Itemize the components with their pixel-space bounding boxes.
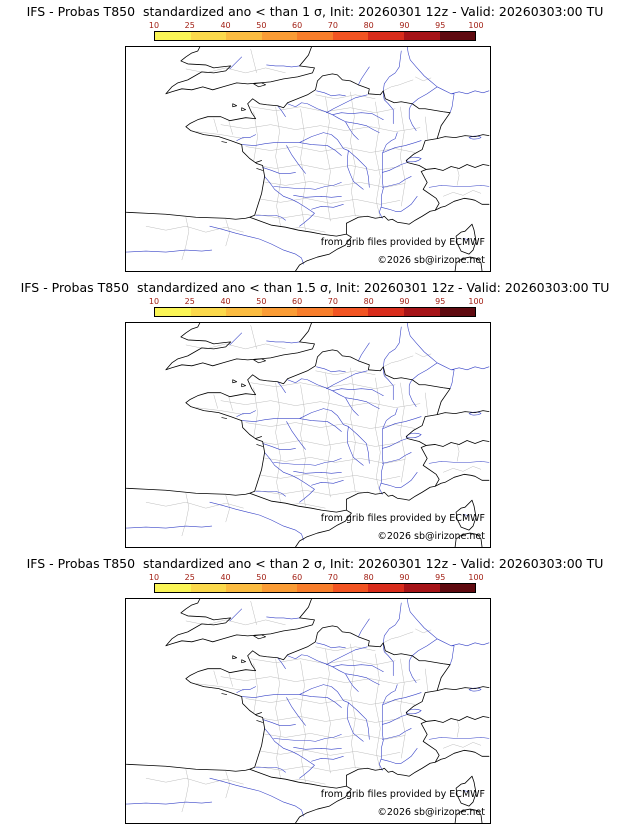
colorbar-tick-labels: 10 25 40 50 60 70 80 90 95 100 bbox=[149, 297, 484, 306]
colorbar-tick-label: 10 bbox=[148, 297, 160, 306]
colorbar-tick-label: 10 bbox=[148, 21, 160, 30]
map-frame: from grib files provided by ECMWF ©2026 … bbox=[125, 46, 491, 272]
colorbar-tick-label: 95 bbox=[435, 21, 446, 30]
colorbar-segment bbox=[403, 584, 440, 592]
colorbar-segment bbox=[261, 584, 298, 592]
colorbar-segment bbox=[439, 308, 476, 316]
colorbar-tick-label: 95 bbox=[435, 573, 446, 582]
colorbar-tick-labels: 10 25 40 50 60 70 80 90 95 100 bbox=[149, 573, 484, 582]
colorbar-segment bbox=[261, 308, 298, 316]
colorbar-segment bbox=[368, 32, 404, 40]
colorbar-tick-label: 60 bbox=[292, 21, 303, 30]
colorbar-segment bbox=[226, 584, 262, 592]
colorbar-segment bbox=[297, 32, 333, 40]
colorbar-segment bbox=[403, 308, 440, 316]
colorbar-tick-label: 80 bbox=[363, 21, 374, 30]
colorbar-segment bbox=[368, 308, 404, 316]
colorbar-segment bbox=[190, 32, 227, 40]
colorbar-segment bbox=[190, 308, 227, 316]
probability-colorbar: 10 25 40 50 60 70 80 90 95 100 bbox=[149, 297, 484, 317]
colorbar-tick-label: 40 bbox=[220, 573, 231, 582]
colorbar-tick-label: 50 bbox=[256, 573, 267, 582]
colorbar-tick-label: 100 bbox=[468, 297, 484, 306]
colorbar-segment bbox=[261, 32, 298, 40]
colorbar-tick-label: 25 bbox=[184, 21, 195, 30]
forecast-panel-2sigma: IFS - Probas T850 standardized ano < tha… bbox=[0, 552, 630, 828]
colorbar-tick-label: 10 bbox=[148, 573, 160, 582]
colorbar-scale bbox=[154, 583, 476, 593]
colorbar-tick-label: 90 bbox=[399, 297, 410, 306]
data-source-credit: from grib files provided by ECMWF bbox=[320, 237, 485, 248]
panel-title: IFS - Probas T850 standardized ano < tha… bbox=[26, 4, 604, 19]
map-frame: from grib files provided by ECMWF ©2026 … bbox=[125, 598, 491, 824]
map-frame: from grib files provided by ECMWF ©2026 … bbox=[125, 322, 491, 548]
colorbar-tick-label: 80 bbox=[363, 573, 374, 582]
colorbar-tick-label: 25 bbox=[184, 573, 195, 582]
colorbar-segment bbox=[155, 308, 191, 316]
colorbar-segment bbox=[332, 308, 369, 316]
copyright-notice: ©2026 sb@irizone.net bbox=[377, 807, 485, 818]
colorbar-tick-label: 80 bbox=[363, 297, 374, 306]
colorbar-segment bbox=[332, 584, 369, 592]
colorbar-tick-label: 50 bbox=[256, 21, 267, 30]
copyright-notice: ©2026 sb@irizone.net bbox=[377, 531, 485, 542]
colorbar-tick-label: 40 bbox=[220, 21, 231, 30]
colorbar-tick-label: 70 bbox=[327, 573, 338, 582]
colorbar-tick-label: 50 bbox=[256, 297, 267, 306]
colorbar-tick-label: 70 bbox=[327, 297, 338, 306]
colorbar-segment bbox=[226, 308, 262, 316]
colorbar-segment bbox=[332, 32, 369, 40]
probability-colorbar: 10 25 40 50 60 70 80 90 95 100 bbox=[149, 21, 484, 41]
colorbar-tick-label: 95 bbox=[435, 297, 446, 306]
colorbar-tick-labels: 10 25 40 50 60 70 80 90 95 100 bbox=[149, 21, 484, 30]
colorbar-scale bbox=[154, 31, 476, 41]
copyright-notice: ©2026 sb@irizone.net bbox=[377, 255, 485, 266]
panel-title: IFS - Probas T850 standardized ano < tha… bbox=[26, 556, 604, 571]
colorbar-segment bbox=[368, 584, 404, 592]
colorbar-segment bbox=[439, 584, 476, 592]
colorbar-segment bbox=[403, 32, 440, 40]
forecast-panel-1point5sigma: IFS - Probas T850 standardized ano < tha… bbox=[0, 276, 630, 552]
colorbar-scale bbox=[154, 307, 476, 317]
colorbar-tick-label: 90 bbox=[399, 21, 410, 30]
colorbar-tick-label: 90 bbox=[399, 573, 410, 582]
colorbar-segment bbox=[155, 584, 191, 592]
probability-colorbar: 10 25 40 50 60 70 80 90 95 100 bbox=[149, 573, 484, 593]
colorbar-segment bbox=[190, 584, 227, 592]
colorbar-tick-label: 40 bbox=[220, 297, 231, 306]
colorbar-tick-label: 100 bbox=[468, 573, 484, 582]
colorbar-segment bbox=[297, 584, 333, 592]
colorbar-tick-label: 100 bbox=[468, 21, 484, 30]
colorbar-tick-label: 60 bbox=[292, 297, 303, 306]
panel-title: IFS - Probas T850 standardized ano < tha… bbox=[20, 280, 610, 295]
colorbar-tick-label: 25 bbox=[184, 297, 195, 306]
colorbar-tick-label: 60 bbox=[292, 573, 303, 582]
colorbar-tick-label: 70 bbox=[327, 21, 338, 30]
colorbar-segment bbox=[226, 32, 262, 40]
colorbar-segment bbox=[439, 32, 476, 40]
forecast-panel-1sigma: IFS - Probas T850 standardized ano < tha… bbox=[0, 0, 630, 276]
data-source-credit: from grib files provided by ECMWF bbox=[320, 789, 485, 800]
colorbar-segment bbox=[155, 32, 191, 40]
data-source-credit: from grib files provided by ECMWF bbox=[320, 513, 485, 524]
colorbar-segment bbox=[297, 308, 333, 316]
